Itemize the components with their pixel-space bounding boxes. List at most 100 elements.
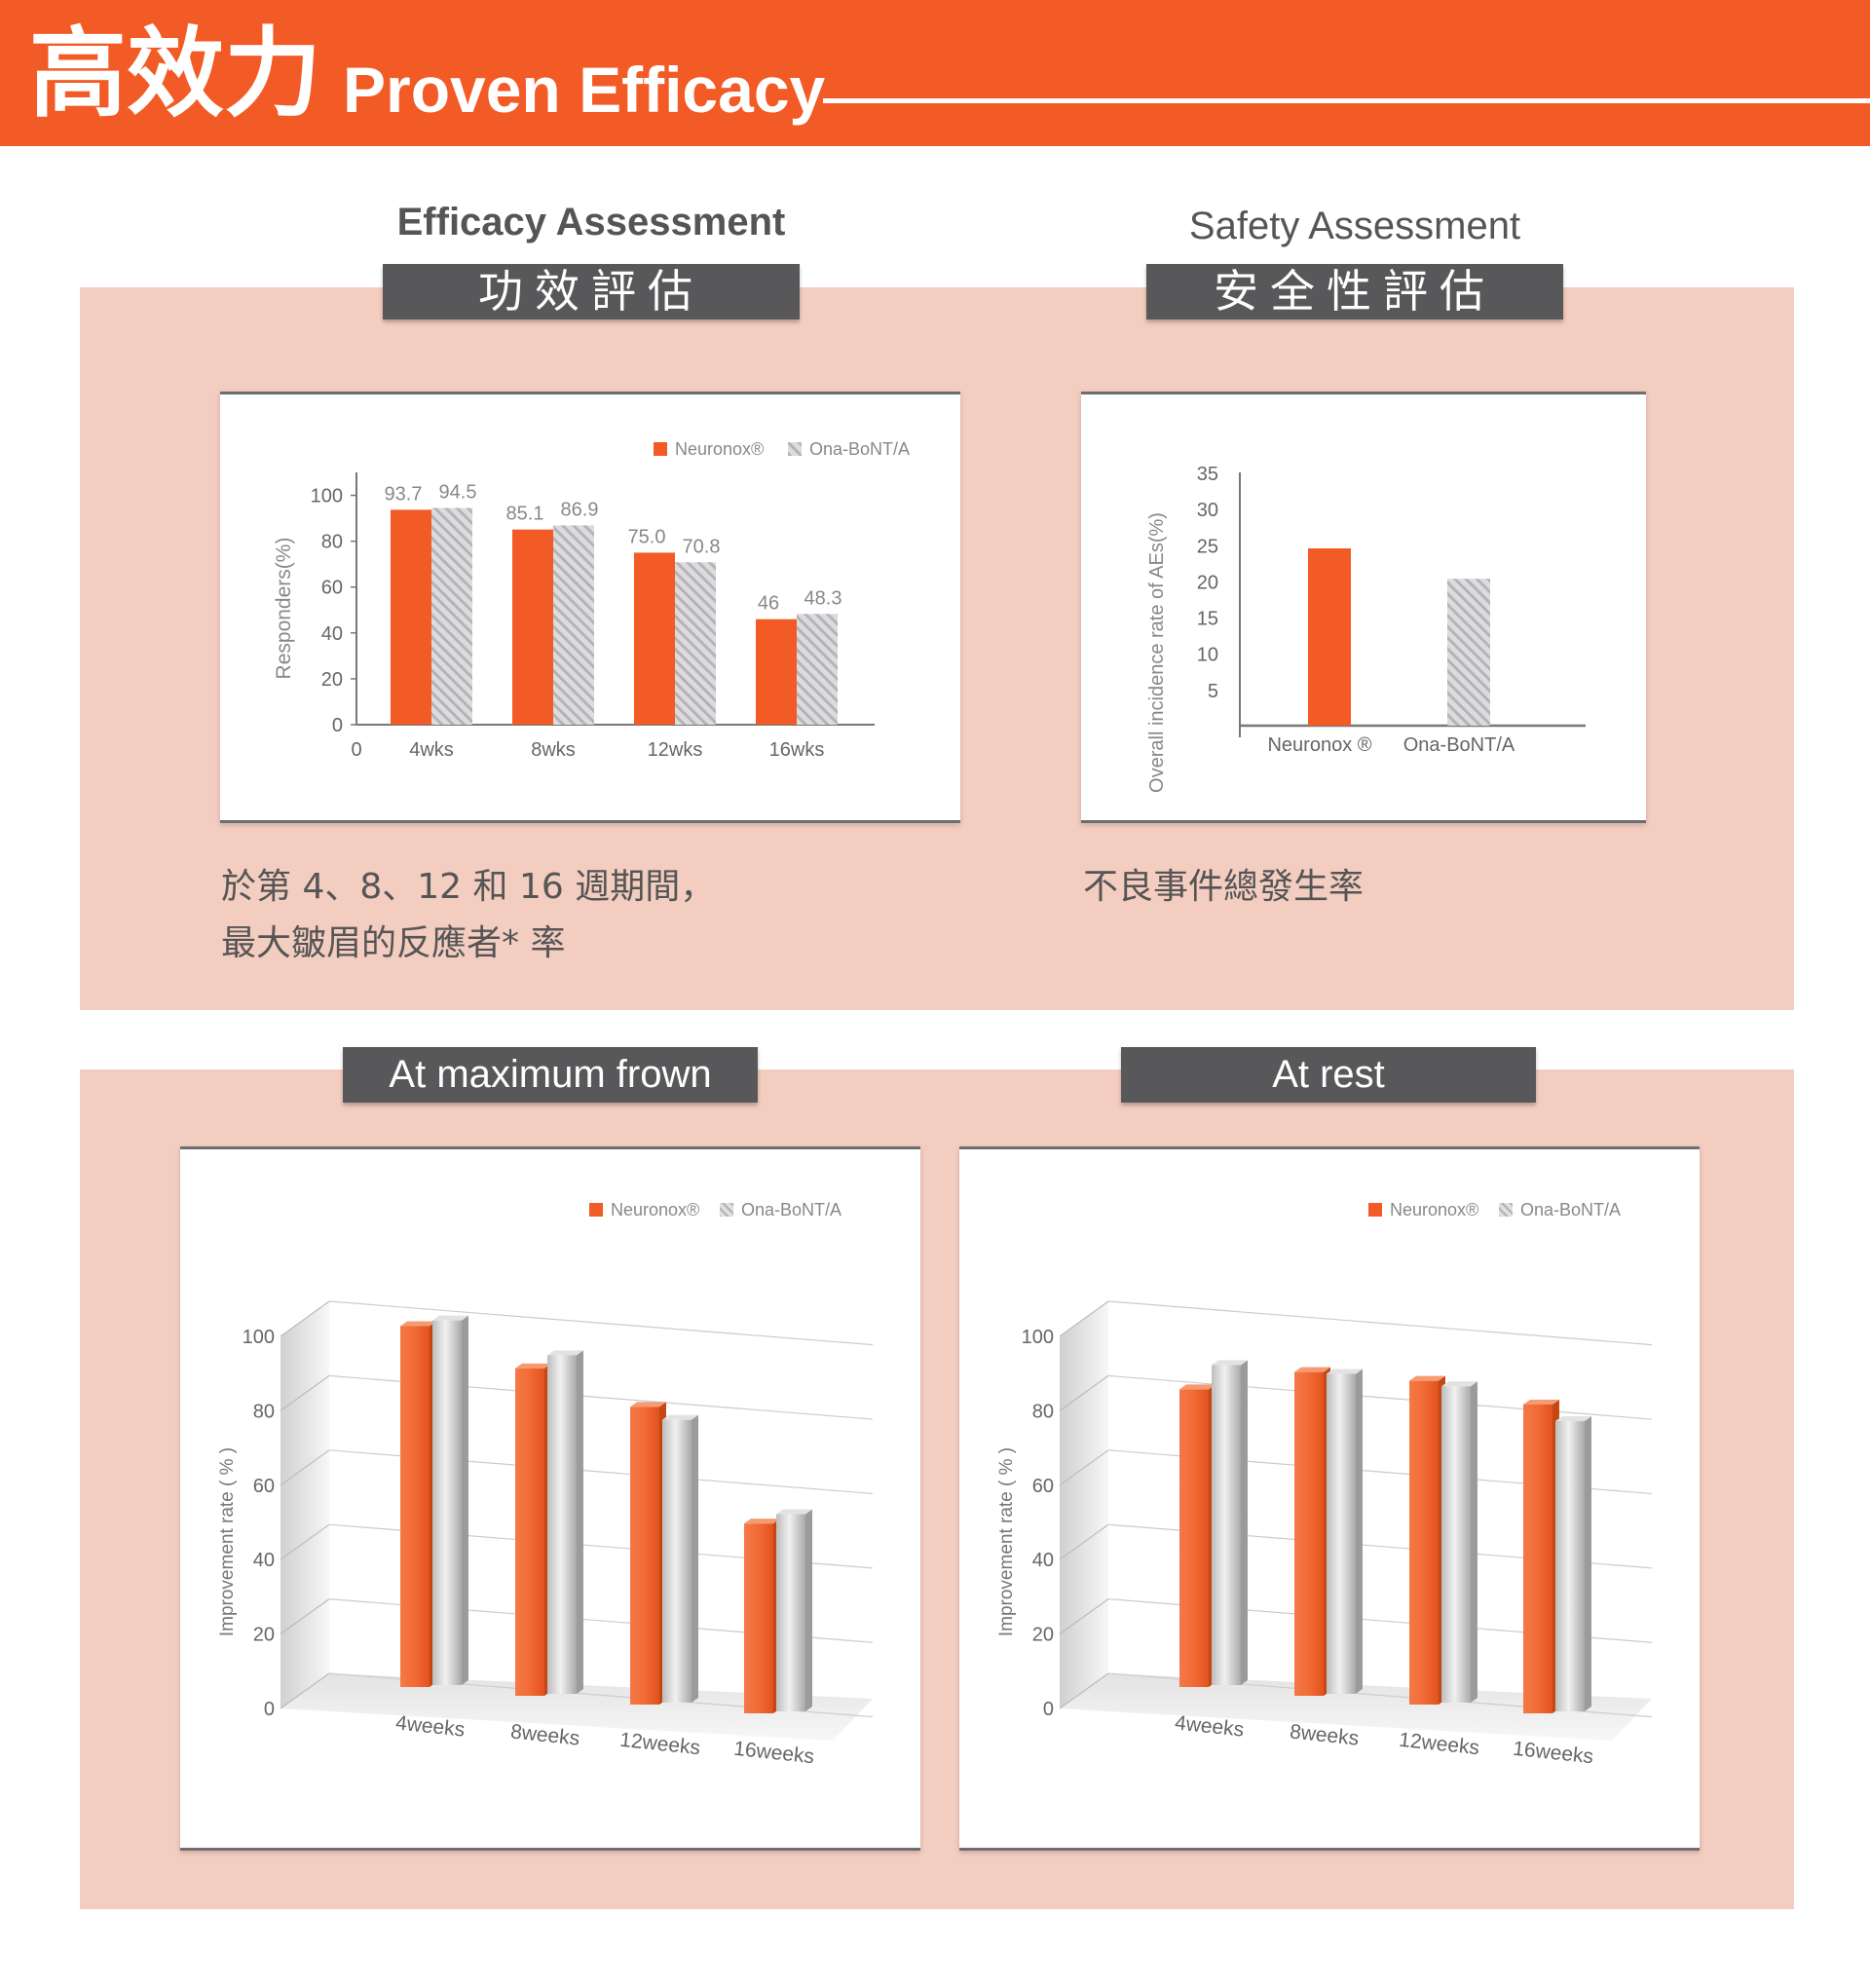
header-rule	[823, 98, 1870, 103]
bar-top-ona	[432, 1315, 468, 1321]
bar-ona-8wks	[553, 525, 594, 725]
gridline-wall	[1059, 1523, 1109, 1560]
data-label: 46	[758, 593, 779, 615]
y-tick-label: 20	[253, 1625, 275, 1646]
y-tick-label: 35	[1197, 464, 1218, 485]
bar-neuronox-4wks	[391, 509, 431, 725]
safety-caption-line-1: 不良事件總發生率	[1083, 867, 1365, 907]
bar-top-ona	[1212, 1360, 1248, 1366]
bar-neuronox-12weeks	[1409, 1380, 1439, 1705]
bar-top-neuronox	[400, 1321, 436, 1327]
efficacy-caption-line-2: 最大皺眉的反應者* 率	[221, 923, 566, 963]
legend-label-ona: Ona-BoNT/A	[1520, 1200, 1621, 1219]
legend-swatch-neuronox	[654, 442, 667, 456]
bar-top-ona	[547, 1350, 583, 1356]
gridline-wall	[280, 1598, 330, 1635]
x-tick-label: 4wks	[409, 739, 454, 761]
y-tick-label: 20	[321, 669, 343, 691]
legend-swatch-neuronox	[1368, 1203, 1382, 1217]
bar-top-neuronox	[1294, 1367, 1330, 1372]
bar-side-ona	[577, 1350, 583, 1694]
y-tick-label: 60	[1032, 1476, 1054, 1497]
bar-neuronox-12weeks	[630, 1407, 659, 1705]
bar-neuronox-4weeks	[400, 1326, 430, 1687]
efficacy-bar-chart: 0 20 40 60 80 100 0 Responders(%) 93.7 94.5 4wks 85…	[273, 439, 910, 761]
floor	[280, 1673, 873, 1741]
bar-ona-4wks	[431, 507, 472, 725]
bar-top-ona	[1555, 1416, 1591, 1422]
floor	[1060, 1673, 1652, 1741]
safety-caption: 不良事件總發生率	[1083, 859, 1648, 916]
gridline-back	[1107, 1300, 1653, 1346]
bar-neuronox-4weeks	[1179, 1389, 1209, 1687]
bar-side-ona	[1471, 1381, 1477, 1703]
y-tick-label: 80	[321, 532, 343, 553]
efficacy-assessment-title-bar: 功效評估	[383, 264, 800, 319]
bar-neuronox-8weeks	[1294, 1371, 1324, 1696]
bar-side-ona	[1356, 1369, 1363, 1694]
bar-top-neuronox	[744, 1519, 780, 1524]
gridline-back	[328, 1300, 874, 1346]
bar-side-ona	[1241, 1360, 1248, 1685]
bar-ona-16weeks	[776, 1514, 805, 1711]
y-tick-label: 30	[1197, 500, 1218, 521]
safety-assessment-title-bar: 安全性評估	[1146, 264, 1563, 319]
bar-side-ona	[692, 1414, 698, 1703]
x-tick-label: 12weeks	[618, 1729, 701, 1760]
max-frown-chart-panel: 0 20 40 60 80 100 Improvement rate ( % ) 4weeks…	[180, 1146, 920, 1851]
y-tick-label: 20	[1032, 1625, 1054, 1646]
y-tick-label: 80	[1032, 1401, 1054, 1422]
bar-ona-16weeks	[1555, 1421, 1585, 1711]
bar-neuronox-16wks	[756, 619, 797, 725]
y-tick-label: 0	[332, 715, 343, 736]
efficacy-caption-line-1: 於第 4、8、12 和 16 週期間，	[221, 867, 716, 907]
y-tick-label: 40	[1032, 1550, 1054, 1571]
gridline-wall	[280, 1300, 330, 1337]
y-tick-label: 5	[1208, 681, 1218, 702]
y-tick-label: 60	[321, 578, 343, 599]
gridline-back	[1107, 1374, 1653, 1420]
gridline-wall	[1059, 1672, 1109, 1709]
bar-neuronox-12wks	[634, 552, 675, 725]
legend-swatch-neuronox	[589, 1203, 603, 1217]
bar-neuronox-8wks	[512, 529, 553, 725]
safety-assessment-label: Safety Assessment	[1188, 205, 1521, 247]
legend-swatch-ona	[1499, 1203, 1513, 1217]
data-label: 48.3	[804, 587, 842, 609]
bar-ona-8weeks	[547, 1355, 577, 1694]
bar-neuronox-8weeks	[515, 1368, 544, 1696]
bar-ona-12weeks	[1441, 1386, 1471, 1703]
efficacy-chart-panel: 0 20 40 60 80 100 0 Responders(%) 93.7 94.5 4wks 85…	[220, 392, 960, 823]
safety-chart-panel: 5 10 15 20 25 30 35 Overall incidence rate of A…	[1081, 392, 1646, 823]
bar-top-neuronox	[1409, 1375, 1445, 1381]
legend-label-ona: Ona-BoNT/A	[809, 439, 910, 459]
bar-ona	[1447, 579, 1490, 726]
bar-top-neuronox	[1179, 1384, 1216, 1390]
y-tick-label: 40	[253, 1550, 275, 1571]
gridline-wall	[1059, 1300, 1109, 1337]
at-rest-chart-panel: 0 20 40 60 80 100 Improvement rate ( % ) 4weeks…	[959, 1146, 1700, 1851]
max-frown-title-bar: At maximum frown	[343, 1047, 758, 1103]
bar-neuronox-16weeks	[744, 1523, 773, 1713]
y-tick-label: 100	[243, 1327, 275, 1348]
left-wall	[1060, 1301, 1108, 1708]
bar-ona-12weeks	[662, 1419, 692, 1703]
bar-ona-8weeks	[1327, 1373, 1356, 1694]
left-wall	[280, 1301, 329, 1708]
y-tick-label: 60	[253, 1476, 275, 1497]
data-label: 85.1	[506, 504, 544, 525]
y-tick-label: 100	[311, 486, 343, 507]
header-title-en: Proven Efficacy	[343, 54, 826, 126]
y-tick-label: 0	[1043, 1699, 1054, 1720]
bar-top-neuronox	[1523, 1399, 1559, 1405]
gridline-wall	[1059, 1374, 1109, 1411]
bar-side-ona	[1585, 1416, 1591, 1711]
x-tick-label: 16wks	[769, 739, 825, 761]
legend-label-neuronox: Neuronox®	[1390, 1200, 1478, 1219]
bar-ona-12wks	[675, 562, 716, 725]
legend-label-neuronox: Neuronox®	[611, 1200, 699, 1219]
x-tick-label: 12wks	[648, 739, 703, 761]
bar-side-ona	[805, 1509, 812, 1711]
y-tick-label: 80	[253, 1401, 275, 1422]
